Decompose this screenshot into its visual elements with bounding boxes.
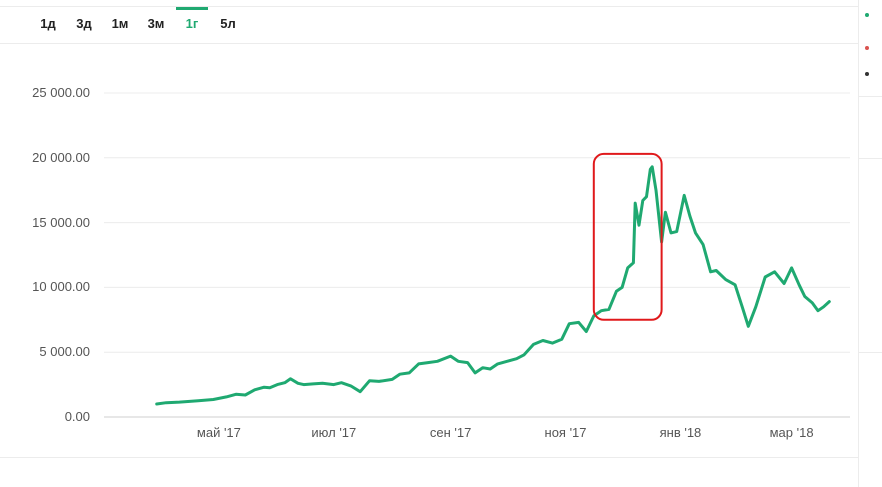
tab-3d[interactable]: 3д [76,16,92,31]
y-tick-label: 25 000.00 [32,84,90,100]
y-tick-label: 5 000.00 [39,344,90,360]
x-tick-label: янв '18 [659,425,702,440]
x-tick-label: сен '17 [429,425,472,440]
chart-plot-area [104,92,850,418]
tab-3m[interactable]: 3м [147,16,165,31]
y-tick-label: 0.00 [64,409,90,424]
bottom-divider [0,457,858,458]
status-dot-icon [865,72,869,76]
y-tick-label: 15 000.00 [32,214,90,230]
tab-5y[interactable]: 5л [220,16,236,31]
status-dot-icon [865,13,869,17]
panel-divider [859,96,882,97]
panel-divider [859,352,882,353]
highlight-box [592,152,663,321]
right-side-panel [858,0,882,487]
x-tick-label: май '17 [196,425,241,440]
tab-1d[interactable]: 1д [40,16,56,31]
x-tick-label: мар '18 [769,425,814,440]
panel-divider [859,158,882,159]
tabs-divider [0,43,858,44]
tab-1y[interactable]: 1г [174,7,210,38]
y-tick-label: 10 000.00 [32,279,90,295]
x-tick-label: июл '17 [311,425,357,440]
top-border [0,6,858,7]
x-tick-label: ноя '17 [544,425,587,440]
period-tabs: 1д 3д 1м 3м 1г 5л [30,7,246,38]
y-tick-label: 20 000.00 [32,149,90,165]
status-dot-icon [865,46,869,50]
price-series-line [155,165,831,406]
tab-1m[interactable]: 1м [111,16,129,31]
